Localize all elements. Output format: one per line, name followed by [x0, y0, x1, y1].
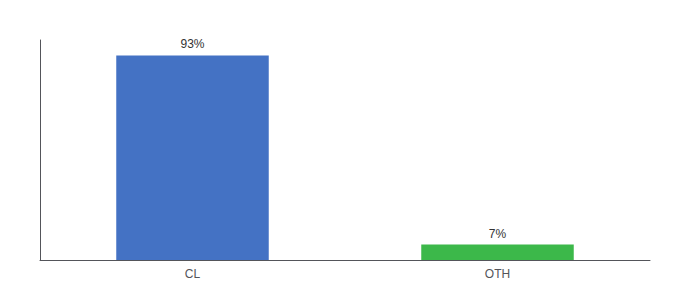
svg-text:CL: CL: [185, 267, 201, 281]
svg-text:OTH: OTH: [485, 267, 510, 281]
svg-text:93%: 93%: [180, 37, 204, 51]
svg-text:7%: 7%: [489, 227, 507, 241]
